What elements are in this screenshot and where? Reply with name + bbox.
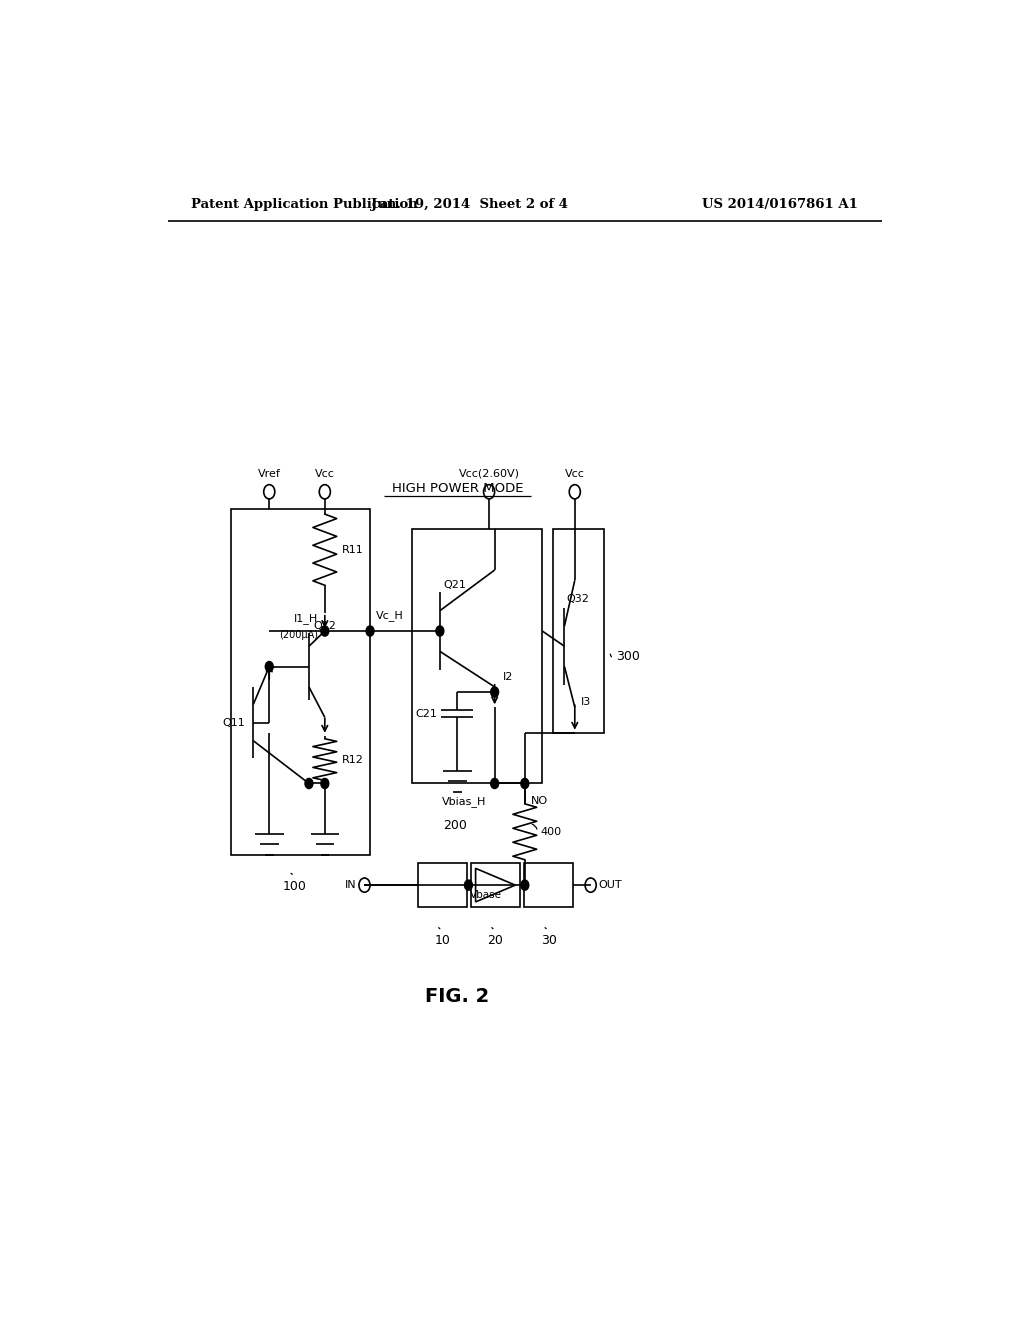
Circle shape <box>521 880 528 890</box>
Bar <box>471 863 520 907</box>
Text: FIG. 2: FIG. 2 <box>425 987 489 1006</box>
Text: 400: 400 <box>541 826 562 837</box>
Circle shape <box>265 661 273 672</box>
Text: Vbase: Vbase <box>470 890 502 900</box>
Text: I2: I2 <box>503 672 513 681</box>
Text: 10: 10 <box>434 935 451 948</box>
Bar <box>418 863 467 907</box>
Text: Q11: Q11 <box>222 718 246 727</box>
Circle shape <box>436 626 443 636</box>
Text: R11: R11 <box>342 545 364 554</box>
Text: NO: NO <box>531 796 548 805</box>
Circle shape <box>465 880 472 890</box>
Text: 100: 100 <box>283 880 306 894</box>
Circle shape <box>490 779 499 788</box>
Circle shape <box>305 779 313 788</box>
Text: 200: 200 <box>443 818 467 832</box>
Text: Vbias_H: Vbias_H <box>442 796 486 807</box>
Text: Vcc: Vcc <box>565 469 585 479</box>
Text: Q21: Q21 <box>443 581 467 590</box>
Circle shape <box>321 626 329 636</box>
Bar <box>553 529 604 733</box>
Text: (200μA): (200μA) <box>280 630 318 640</box>
Text: Jun. 19, 2014  Sheet 2 of 4: Jun. 19, 2014 Sheet 2 of 4 <box>371 198 567 211</box>
Text: Vcc(2.60V): Vcc(2.60V) <box>459 469 519 479</box>
Text: 30: 30 <box>541 935 557 948</box>
Bar <box>524 863 573 907</box>
Text: C21: C21 <box>416 709 437 719</box>
Text: OUT: OUT <box>599 880 623 890</box>
Text: HIGH POWER MODE: HIGH POWER MODE <box>391 482 523 495</box>
Text: US 2014/0167861 A1: US 2014/0167861 A1 <box>702 198 858 211</box>
Text: 20: 20 <box>487 935 504 948</box>
Text: Vcc: Vcc <box>314 469 335 479</box>
Text: IN: IN <box>345 880 356 890</box>
Text: Vref: Vref <box>258 469 281 479</box>
Text: Q32: Q32 <box>567 594 590 603</box>
Text: Q12: Q12 <box>313 620 336 631</box>
Bar <box>412 529 543 784</box>
Text: R12: R12 <box>342 755 365 764</box>
Circle shape <box>321 779 329 788</box>
Text: I3: I3 <box>582 697 592 708</box>
Bar <box>231 510 370 854</box>
Text: Vc_H: Vc_H <box>377 610 404 620</box>
Text: 300: 300 <box>616 649 640 663</box>
Text: Patent Application Publication: Patent Application Publication <box>191 198 418 211</box>
Circle shape <box>367 626 374 636</box>
Circle shape <box>490 686 499 697</box>
Text: I1_H: I1_H <box>294 614 318 624</box>
Circle shape <box>521 779 528 788</box>
